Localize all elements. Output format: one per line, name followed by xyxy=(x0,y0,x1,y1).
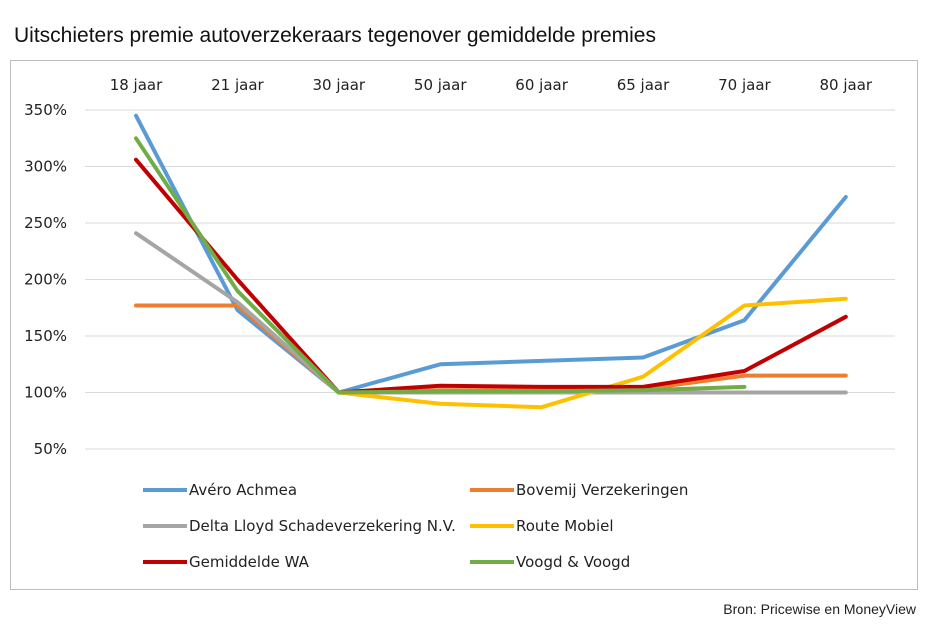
legend-label: Bovemij Verzekeringen xyxy=(516,481,688,499)
y-tick-label: 250% xyxy=(24,214,67,232)
series-line-voogd-voogd xyxy=(134,136,747,395)
legend-label: Gemiddelde WA xyxy=(189,553,310,571)
series-line-gemiddelde-wa xyxy=(134,157,848,395)
x-tick-label: 30 jaar xyxy=(313,76,366,94)
legend-item: Avéro Achmea xyxy=(143,481,297,499)
y-tick-label: 350% xyxy=(24,101,67,119)
y-tick-label: 50% xyxy=(34,440,67,458)
x-tick-label: 70 jaar xyxy=(718,76,771,94)
y-axis-ticks: 50% 100% 150% 200% 250% 300% 350% xyxy=(24,101,67,458)
x-tick-label: 50 jaar xyxy=(414,76,467,94)
y-tick-label: 100% xyxy=(24,384,67,402)
legend-item: Delta Lloyd Schadeverzekering N.V. xyxy=(143,517,456,535)
line-chart: 50% 100% 150% 200% 250% 300% 350% 18 jaar 21 ja… xyxy=(24,76,895,571)
legend-item: Gemiddelde WA xyxy=(143,553,310,571)
legend-item: Route Mobiel xyxy=(470,517,614,535)
legend-item: Bovemij Verzekeringen xyxy=(470,481,688,499)
y-tick-label: 150% xyxy=(24,327,67,345)
x-axis-ticks: 18 jaar 21 jaar 30 jaar 50 jaar 60 jaar 65 ja… xyxy=(110,76,873,94)
chart-frame xyxy=(10,60,918,590)
x-tick-label: 65 jaar xyxy=(617,76,670,94)
legend-label: Route Mobiel xyxy=(516,517,614,535)
x-tick-label: 21 jaar xyxy=(211,76,264,94)
legend-label: Voogd & Voogd xyxy=(516,553,630,571)
legend-item: Voogd & Voogd xyxy=(470,553,630,571)
x-tick-label: 18 jaar xyxy=(110,76,163,94)
legend-label: Avéro Achmea xyxy=(189,481,297,499)
series-line-bovemij-verzekeringen xyxy=(134,303,848,395)
legend: Avéro Achmea Bovemij Verzekeringen Delta L… xyxy=(143,481,688,571)
chart-title: Uitschieters premie autoverzekeraars teg… xyxy=(14,24,656,47)
x-tick-label: 60 jaar xyxy=(515,76,568,94)
x-tick-label: 80 jaar xyxy=(820,76,873,94)
legend-label: Delta Lloyd Schadeverzekering N.V. xyxy=(189,517,456,535)
series-lines xyxy=(134,113,848,410)
y-tick-label: 300% xyxy=(24,158,67,176)
series-line-av-ro-achmea xyxy=(134,113,848,395)
source-note: Bron: Pricewise en MoneyView xyxy=(723,601,916,617)
y-tick-label: 200% xyxy=(24,271,67,289)
